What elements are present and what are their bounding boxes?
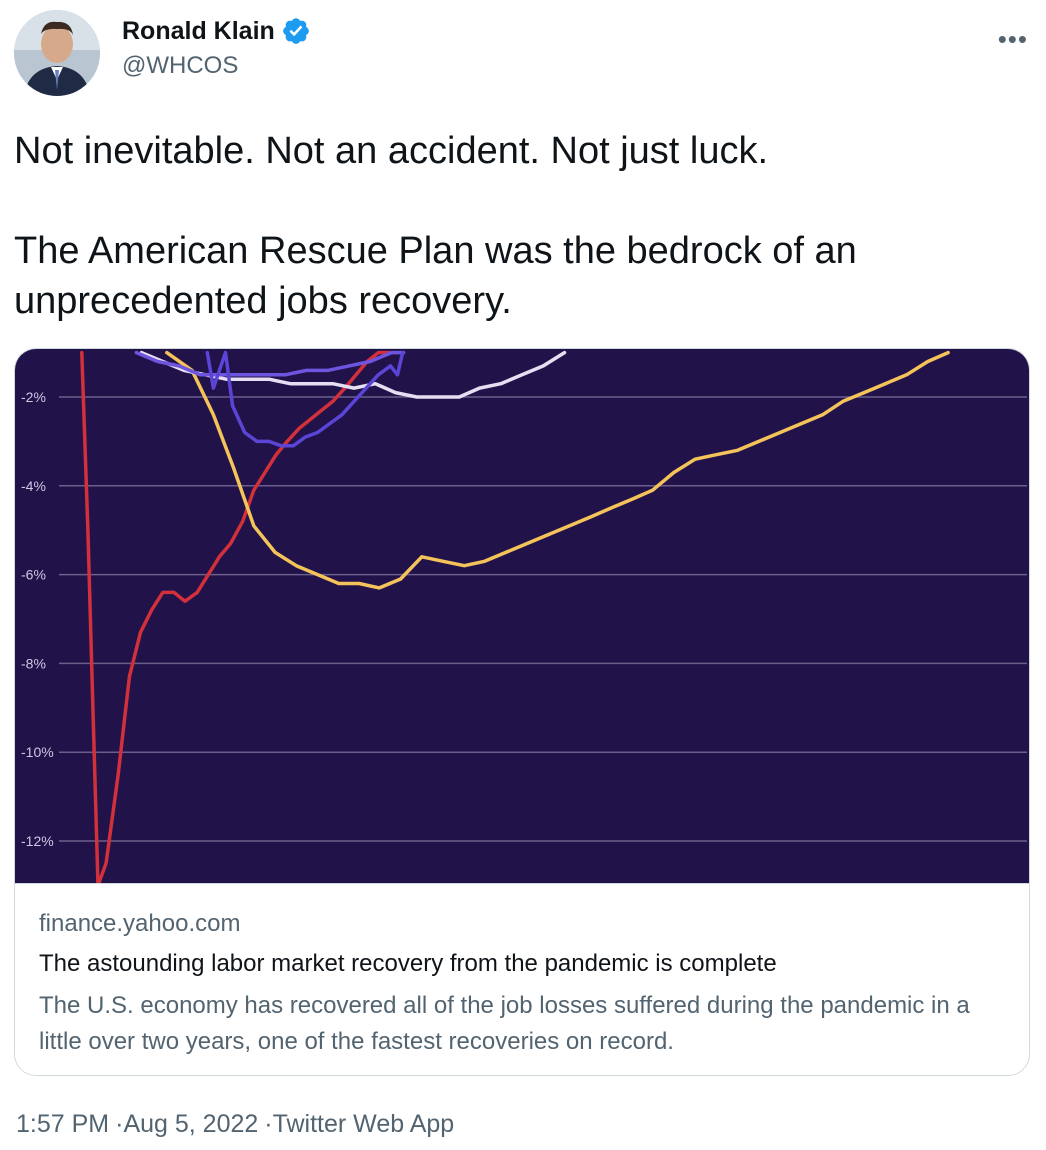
tweet-client[interactable]: Twitter Web App — [272, 1110, 455, 1138]
avatar[interactable] — [14, 10, 100, 96]
y-tick-label: -6% — [21, 567, 46, 583]
author-handle[interactable]: @WHCOS — [122, 52, 239, 79]
footer-separator: · — [264, 1110, 273, 1138]
person-avatar-icon — [14, 10, 100, 96]
series-line-1 — [80, 350, 392, 883]
y-tick-label: -2% — [21, 389, 46, 405]
author-name[interactable]: Ronald Klain — [122, 16, 275, 45]
card-title: The astounding labor market recovery fro… — [39, 950, 777, 977]
series-line-2 — [165, 350, 950, 590]
more-options-icon[interactable]: ••• — [997, 24, 1028, 54]
tweet-text: Not inevitable. Not an accident. Not jus… — [14, 126, 1024, 326]
y-tick-label: -4% — [21, 478, 46, 494]
author-block: Ronald Klain @WHCOS — [122, 16, 311, 80]
tweet-time[interactable]: 1:57 PM — [16, 1110, 110, 1138]
link-card[interactable]: -2% -4% -6% -8% -10% -12% finance.yahoo.com T… — [14, 348, 1030, 1076]
series-line-5 — [205, 350, 405, 448]
card-meta: finance.yahoo.com The astounding labor m… — [15, 883, 1029, 1075]
card-domain: finance.yahoo.com — [39, 910, 241, 937]
footer-separator: · — [115, 1110, 124, 1138]
tweet-text-line-1: Not inevitable. Not an accident. Not jus… — [14, 130, 769, 172]
y-tick-label: -10% — [21, 744, 54, 760]
y-tick-label: -8% — [21, 655, 46, 671]
tweet-date[interactable]: Aug 5, 2022 — [123, 1110, 259, 1138]
series-group — [80, 350, 950, 883]
jobs-recovery-chart: -2% -4% -6% -8% -10% -12% — [21, 350, 1027, 883]
tweet-footer: 1:57 PM ·Aug 5, 2022 ·Twitter Web App — [16, 1110, 454, 1139]
author-name-row: Ronald Klain — [122, 16, 311, 46]
series-line-4 — [134, 350, 406, 377]
card-description: The U.S. economy has recovered all of th… — [39, 992, 970, 1055]
y-tick-label: -12% — [21, 833, 54, 849]
tweet-text-line-2: The American Rescue Plan was the bedrock… — [14, 230, 857, 322]
card-chart-image: -2% -4% -6% -8% -10% -12% — [15, 349, 1029, 883]
verified-badge-icon — [282, 18, 309, 44]
